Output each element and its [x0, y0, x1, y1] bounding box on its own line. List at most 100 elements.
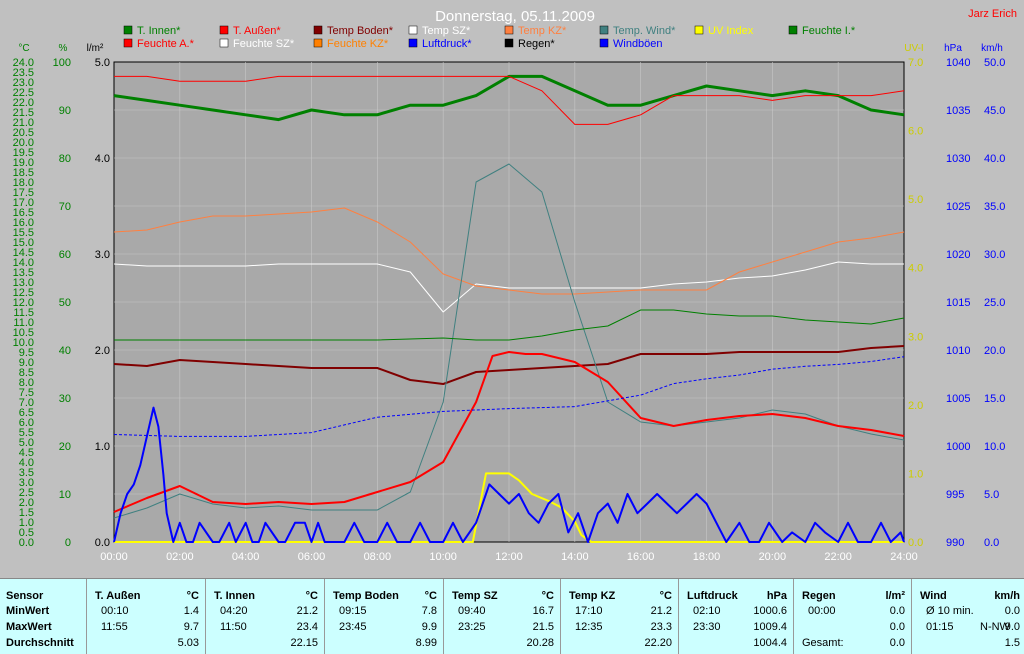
- stats-max-value: 1009.4: [753, 621, 787, 633]
- legend-swatch: [694, 25, 704, 35]
- series-line: [114, 75, 905, 125]
- axis-tick-degc: 19.0: [13, 157, 34, 169]
- axis-tick-kmh: 10.0: [984, 441, 1005, 453]
- stats-avg-value: 1004.4: [753, 637, 787, 649]
- unit-lm2: l/m²: [87, 43, 104, 54]
- legend-label: Temp SZ*: [422, 25, 471, 37]
- series-line: [113, 163, 905, 519]
- axis-tick-pct: 30: [59, 393, 71, 405]
- stats-regen-min-time: 00:00: [808, 605, 836, 617]
- stats-column-regen: Regen l/m² 00:00 0.0 0.0 Gesamt: 0.0: [794, 579, 912, 654]
- x-tick-label: 22:00: [824, 551, 852, 563]
- axis-tick-degc: 16.0: [13, 217, 34, 229]
- axis-tick-degc: 11.5: [13, 307, 34, 319]
- x-tick-label: 20:00: [759, 551, 787, 563]
- stats-max-time: 12:35: [575, 621, 603, 633]
- axis-tick-degc: 0.5: [19, 527, 34, 539]
- stats-avg-value: 8.99: [415, 637, 437, 649]
- axis-tick-pct: 80: [59, 153, 71, 165]
- axis-tick-degc: 11.0: [13, 317, 34, 329]
- stats-max-value: 9.9: [421, 621, 437, 633]
- stats-min-time: 00:10: [101, 605, 129, 617]
- axis-tick-kmh: 40.0: [984, 153, 1005, 165]
- stats-min-time: 02:10: [693, 605, 721, 617]
- stats-label-max: MaxWert: [6, 621, 52, 633]
- legend-swatch: [408, 38, 418, 48]
- series-line: [113, 345, 905, 385]
- axis-tick-degc: 6.0: [19, 417, 34, 429]
- axis-tick-pct: 40: [59, 345, 71, 357]
- stats-column-unit: °C: [541, 590, 554, 602]
- stats-max-value: 23.3: [650, 621, 672, 633]
- x-tick-label: 18:00: [693, 551, 721, 563]
- stats-max-time: 23:30: [693, 621, 721, 633]
- axis-tick-hpa: 1000: [946, 441, 970, 453]
- stats-min-value: 21.2: [650, 605, 672, 617]
- legend-label: Temp. Wind*: [613, 25, 676, 37]
- legend-swatch: [313, 38, 323, 48]
- axis-tick-degc: 13.0: [13, 277, 34, 289]
- series-line: [113, 261, 904, 313]
- stats-wind-unit: km/h: [994, 590, 1020, 602]
- axis-tick-lm2: 3.0: [95, 249, 110, 261]
- axis-tick-degc: 20.5: [13, 127, 34, 139]
- stats-min-time: 04:20: [220, 605, 248, 617]
- stats-min-time: 09:15: [339, 605, 367, 617]
- stats-regen-name: Regen: [802, 590, 836, 602]
- axis-tick-degc: 23.0: [13, 77, 34, 89]
- legend-label: Feuchte SZ*: [233, 38, 295, 50]
- stats-wind-max-value: 9.0: [1004, 621, 1020, 633]
- unit-degc: °C: [18, 43, 29, 54]
- stats-column-name: Temp SZ: [452, 590, 498, 602]
- legend-swatch: [219, 38, 229, 48]
- axis-tick-degc: 1.0: [19, 517, 34, 529]
- axis-tick-kmh: 50.0: [984, 57, 1005, 69]
- axis-tick-kmh: 15.0: [984, 393, 1005, 405]
- axis-tick-pct: 60: [59, 249, 71, 261]
- stats-regen-max-value: 0.0: [889, 621, 905, 633]
- axis-tick-hpa: 990: [946, 537, 964, 549]
- legend-swatch: [504, 38, 514, 48]
- axis-tick-uvi: 1.0: [908, 468, 923, 480]
- axis-tick-lm2: 2.0: [95, 345, 110, 357]
- stats-regen-unit: l/m²: [885, 590, 905, 602]
- stats-max-value: 21.5: [532, 621, 554, 633]
- axis-tick-kmh: 0.0: [984, 537, 999, 549]
- axis-tick-uvi: 4.0: [908, 263, 923, 275]
- axis-tick-degc: 6.5: [19, 407, 34, 419]
- stats-max-time: 11:50: [220, 621, 247, 633]
- legend-label: Luftdruck*: [422, 38, 472, 50]
- axis-tick-pct: 50: [59, 297, 71, 309]
- stats-min-value: 1.4: [183, 605, 199, 617]
- legend-label: Regen*: [518, 38, 555, 50]
- axis-tick-lm2: 0.0: [95, 537, 110, 549]
- stats-column: T. Außen °C 00:10 1.4 11:55 9.7 5.03: [87, 579, 206, 654]
- legend-swatch: [313, 25, 323, 35]
- x-tick-label: 12:00: [495, 551, 523, 563]
- axis-tick-uvi: 3.0: [908, 331, 923, 343]
- stats-column-name: Temp KZ: [569, 590, 616, 602]
- axis-tick-degc: 13.5: [13, 267, 34, 279]
- axis-tick-degc: 3.0: [19, 477, 34, 489]
- axis-tick-degc: 18.5: [13, 167, 34, 179]
- stats-column-name: T. Innen: [214, 590, 255, 602]
- stats-min-value: 16.7: [532, 605, 554, 617]
- series-line: [113, 406, 905, 543]
- legend-label: T. Außen*: [233, 25, 281, 37]
- legend-swatch: [504, 25, 514, 35]
- axis-tick-kmh: 45.0: [984, 105, 1005, 117]
- x-tick-label: 04:00: [232, 551, 260, 563]
- axis-tick-degc: 2.0: [19, 497, 34, 509]
- stats-avg-value: 22.20: [644, 637, 672, 649]
- statistics-table: Sensor MinWert MaxWert Durchschnitt T. A…: [0, 578, 1024, 654]
- axis-tick-pct: 90: [59, 105, 71, 117]
- stats-column: Temp Boden °C 09:15 7.8 23:45 9.9 8.99: [325, 579, 444, 654]
- axis-tick-degc: 14.0: [13, 257, 34, 269]
- legend-label: Feuchte I.*: [802, 25, 856, 37]
- axis-tick-degc: 21.0: [13, 117, 34, 129]
- legend-swatch: [599, 38, 609, 48]
- legend-swatch: [408, 25, 418, 35]
- stats-avg-value: 20.28: [526, 637, 554, 649]
- stats-column: Temp KZ °C 17:10 21.2 12:35 23.3 22.20: [561, 579, 679, 654]
- unit-hpa: hPa: [944, 43, 962, 54]
